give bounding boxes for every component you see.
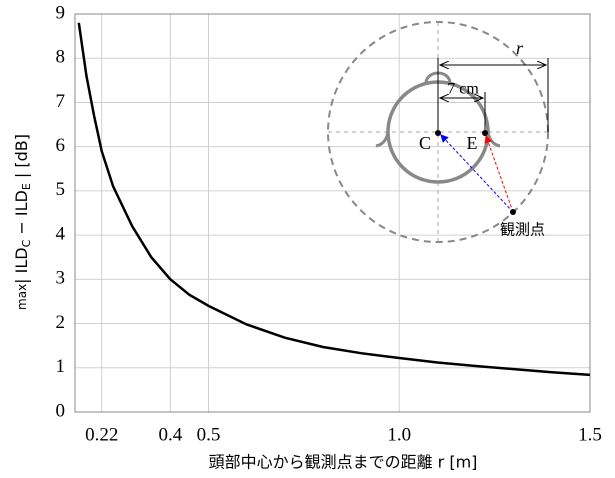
y-tick-label: 8 bbox=[56, 47, 66, 68]
r-label: r bbox=[516, 38, 524, 58]
y-label-part: E bbox=[20, 183, 33, 190]
d-label: 7 cm bbox=[447, 81, 479, 98]
x-tick-label: 1.0 bbox=[387, 424, 411, 445]
y-tick-label: 7 bbox=[56, 91, 66, 112]
chart: 頭部中心から観測点までの距離 r [m] max| ILDC − ILDE | … bbox=[0, 0, 615, 474]
y-tick-label: 0 bbox=[56, 400, 66, 421]
point-e bbox=[482, 130, 488, 136]
observation-point bbox=[510, 209, 516, 215]
y-tick-label: 3 bbox=[56, 268, 66, 289]
x-tick-label: 0.22 bbox=[85, 424, 118, 445]
line bbox=[79, 23, 590, 375]
y-tick-label: 1 bbox=[56, 356, 66, 377]
observation-label: 観測点 bbox=[500, 221, 545, 239]
y-axis-label: max| ILDC − ILDE | [dB] bbox=[12, 134, 34, 310]
point-c bbox=[435, 130, 441, 136]
y-tick-label: 4 bbox=[56, 223, 66, 244]
x-tick-label: 0.5 bbox=[197, 424, 221, 445]
c-label: C bbox=[419, 133, 431, 153]
y-label-part: max bbox=[15, 284, 29, 310]
y-label-part: − ILD bbox=[12, 190, 31, 240]
y-tick-label: 9 bbox=[56, 2, 66, 23]
y-tick-label: 2 bbox=[56, 312, 66, 333]
inset-diagram: r 7 cm C E 観測点 bbox=[328, 22, 548, 242]
y-label-part: | ILD bbox=[12, 247, 31, 283]
x-axis-label: 頭部中心から観測点までの距離 r [m] bbox=[209, 453, 478, 472]
y-label-part: | [dB] bbox=[12, 134, 31, 183]
x-tick-label: 1.5 bbox=[578, 424, 602, 445]
x-tick-label: 0.4 bbox=[158, 424, 182, 445]
y-tick-label: 5 bbox=[56, 179, 66, 200]
e-label: E bbox=[467, 133, 478, 153]
y-tick-label: 6 bbox=[56, 135, 66, 156]
